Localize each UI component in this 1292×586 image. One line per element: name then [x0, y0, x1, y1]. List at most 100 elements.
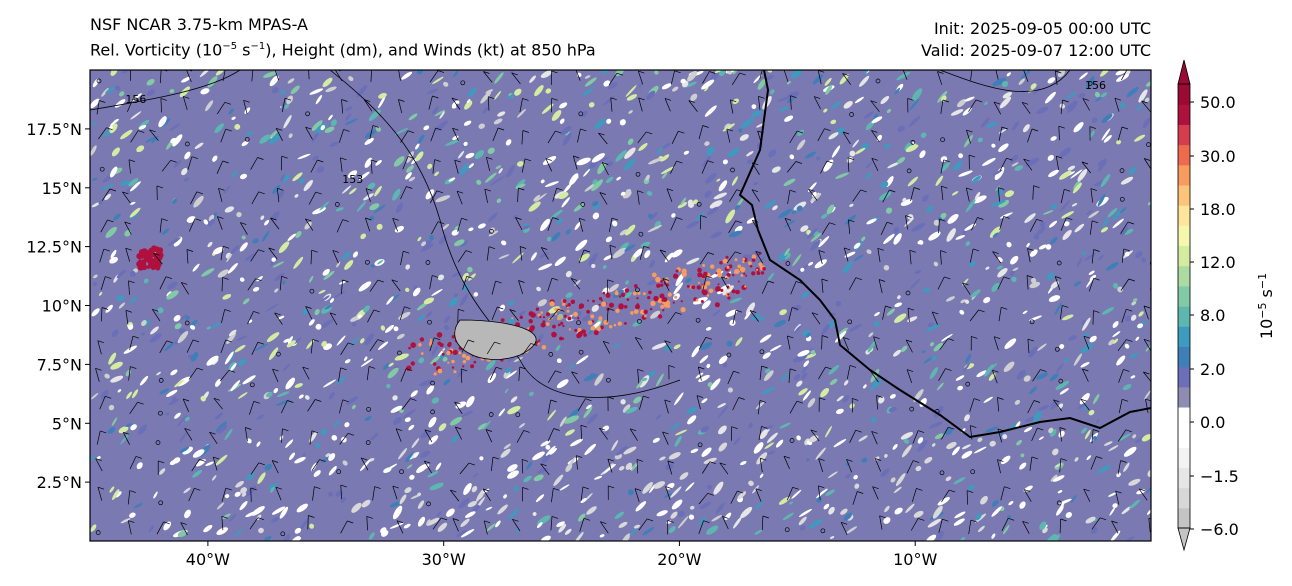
calm-wind-marker — [489, 229, 494, 234]
vorticity-cell — [98, 200, 103, 205]
wind-barb — [732, 397, 745, 411]
wind-barb — [515, 217, 523, 231]
vorticity-cell — [964, 223, 977, 231]
vorticity-cell — [694, 211, 706, 222]
vorticity-cell — [1018, 78, 1026, 85]
wind-barb — [1083, 335, 1091, 350]
wind-barb — [608, 217, 619, 232]
calm-wind-marker — [820, 528, 826, 534]
vorticity-cell — [280, 174, 286, 182]
wind-barb — [871, 431, 878, 445]
vorticity-cell — [1030, 83, 1037, 90]
vorticity-cell — [375, 159, 382, 166]
vorticity-cell — [129, 181, 141, 192]
vorticity-cell — [1024, 213, 1036, 223]
vorticity-cell — [183, 487, 191, 494]
vorticity-cell — [405, 172, 412, 180]
vorticity-max-cell — [615, 308, 620, 313]
vorticity-cell — [335, 207, 344, 212]
vorticity-cell — [602, 265, 607, 269]
vorticity-cell — [230, 245, 240, 255]
wind-barb — [608, 72, 624, 86]
vorticity-cell — [177, 530, 187, 538]
vorticity-cell — [585, 404, 592, 410]
wind-barb — [1029, 218, 1043, 232]
vorticity-cell — [221, 513, 231, 520]
vorticity-cell — [261, 230, 270, 243]
vorticity-cell — [346, 396, 359, 405]
wind-barb — [459, 462, 476, 475]
height-contour-156-east — [939, 70, 1071, 92]
vorticity-cell — [114, 85, 121, 91]
vorticity-cell — [556, 379, 569, 389]
vorticity-cell — [292, 172, 303, 182]
vorticity-cell — [823, 108, 828, 113]
vorticity-cell — [715, 502, 725, 514]
vorticity-cell — [594, 373, 604, 386]
vorticity-cell — [565, 292, 573, 298]
vorticity-max-cell — [441, 352, 445, 356]
vorticity-cell — [866, 218, 877, 225]
vorticity-cell — [538, 263, 553, 271]
vorticity-cell — [528, 391, 534, 397]
calm-wind-marker — [726, 352, 732, 358]
vorticity-cell — [591, 179, 603, 192]
vorticity-cell — [280, 90, 286, 95]
vorticity-cell — [793, 374, 801, 381]
wind-barb — [992, 251, 1001, 264]
vorticity-cell — [276, 391, 290, 398]
vorticity-max-cell — [511, 317, 514, 320]
wind-barb — [307, 399, 322, 412]
vorticity-cell — [244, 252, 257, 262]
lon-tick: 40°W — [186, 541, 230, 569]
vorticity-cell — [446, 508, 455, 517]
vorticity-cell — [649, 259, 656, 268]
calm-wind-marker — [399, 469, 404, 475]
vorticity-cell — [498, 408, 506, 417]
wind-barb — [221, 277, 229, 292]
vorticity-cell — [1038, 404, 1050, 411]
vorticity-cell — [342, 185, 352, 194]
vorticity-cell — [311, 130, 320, 143]
vorticity-cell — [394, 353, 409, 361]
vorticity-cell — [701, 447, 712, 457]
wind-barb — [749, 310, 759, 322]
vorticity-cell — [725, 309, 738, 317]
vorticity-cell — [1024, 427, 1033, 433]
vorticity-max-cell — [626, 298, 630, 301]
vorticity-cell — [315, 323, 322, 330]
vorticity-cell — [451, 435, 459, 443]
wind-barb — [688, 100, 698, 112]
wind-barb — [188, 367, 204, 380]
vorticity-cell — [982, 157, 996, 166]
colorbar-tick-label: 2.0 — [1200, 360, 1225, 379]
vorticity-cell — [989, 440, 996, 447]
vorticity-cell — [482, 107, 489, 114]
vorticity-max-cell — [749, 265, 753, 268]
vorticity-cell — [698, 516, 706, 527]
vorticity-max-cell — [560, 322, 563, 325]
vorticity-cell — [992, 169, 1003, 176]
wind-barb — [1090, 188, 1098, 203]
vorticity-cell — [514, 88, 522, 96]
vorticity-cell — [759, 334, 772, 343]
vorticity-cell — [1122, 384, 1132, 391]
vorticity-cell — [550, 209, 563, 219]
vorticity-cell — [1045, 244, 1052, 250]
vorticity-cell — [883, 264, 890, 271]
vorticity-cell — [274, 288, 279, 293]
vorticity-cell — [673, 344, 681, 350]
wind-barb — [340, 157, 347, 172]
wind-barb — [281, 428, 289, 443]
vorticity-cell — [716, 178, 721, 182]
vorticity-cell — [545, 445, 556, 456]
vorticity-cell — [271, 506, 286, 515]
vorticity-cell — [779, 106, 789, 112]
wind-barb — [1027, 128, 1039, 143]
vorticity-cell — [672, 86, 679, 92]
calm-wind-marker — [939, 470, 945, 476]
vorticity-cell — [870, 368, 880, 383]
vorticity-cell — [283, 114, 292, 129]
wind-barb — [907, 98, 914, 113]
